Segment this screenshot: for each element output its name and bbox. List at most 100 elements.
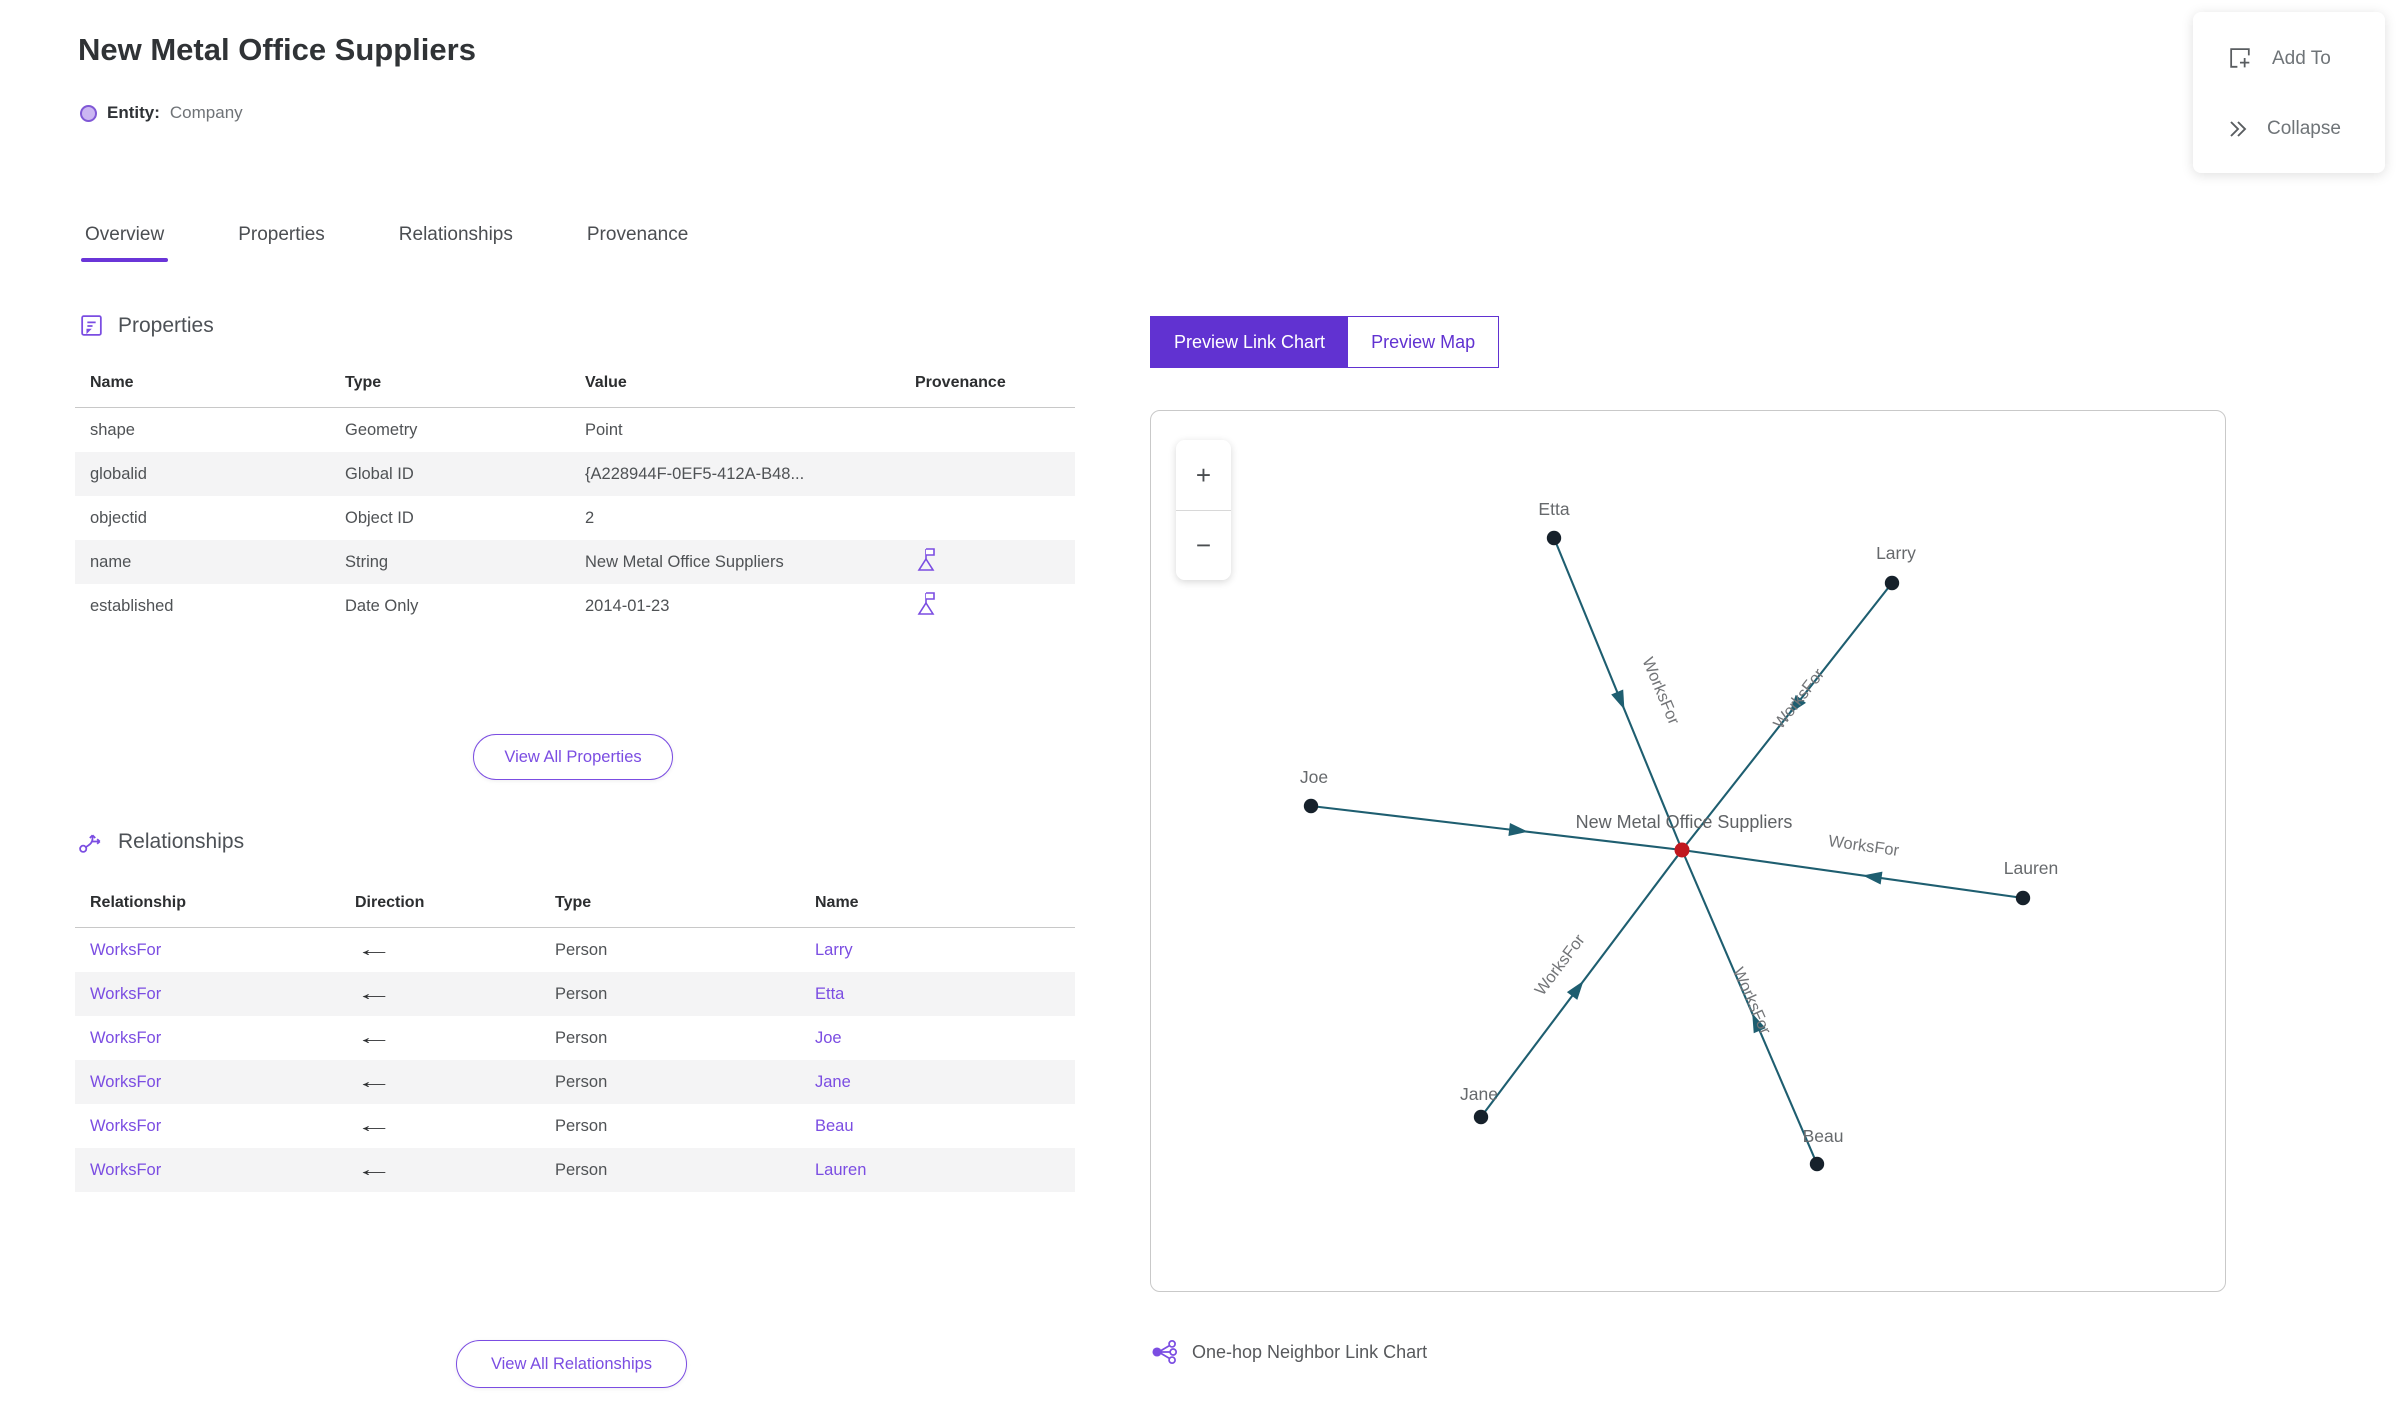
add-to-button[interactable]: Add To: [2193, 45, 2385, 72]
preview-toggle: Preview Link Chart Preview Map: [1150, 316, 1500, 368]
relationship-row-lauren: WorksFor ← Person Lauren: [75, 1148, 1075, 1192]
edge-label-worksfor: WorksFor: [1770, 665, 1828, 733]
relationship-link[interactable]: WorksFor: [90, 1160, 162, 1179]
property-value: 2: [585, 508, 595, 527]
tab-overview[interactable]: Overview: [80, 224, 169, 262]
relationship-type: Person: [555, 1072, 608, 1091]
relationship-type: Person: [555, 1116, 608, 1135]
graph-node-lauren[interactable]: [2015, 890, 2031, 906]
graph-node-label-etta: Etta: [1538, 499, 1569, 519]
graph-node-joe[interactable]: [1303, 798, 1319, 814]
property-type: Date Only: [345, 596, 419, 615]
related-entity-link[interactable]: Jane: [815, 1072, 851, 1091]
direction-arrow: ←: [355, 1026, 393, 1049]
entity-label: Entity:: [107, 103, 160, 122]
related-entity-link[interactable]: Lauren: [815, 1160, 867, 1179]
related-entity-link[interactable]: Beau: [815, 1116, 854, 1135]
property-name: established: [90, 596, 174, 615]
tab-properties[interactable]: Properties: [238, 224, 325, 245]
zoom-control: + −: [1176, 440, 1231, 580]
tab-relationships[interactable]: Relationships: [398, 224, 513, 245]
graph-node-label-center: New Metal Office Suppliers: [1576, 812, 1793, 832]
col-type: Type: [555, 893, 592, 911]
property-type: Global ID: [345, 464, 414, 483]
property-name: name: [90, 552, 132, 571]
zoom-in-button[interactable]: +: [1176, 440, 1231, 510]
graph-node-label-beau: Beau: [1803, 1126, 1844, 1146]
col-provenance: Provenance: [915, 373, 1006, 391]
graph-node-larry[interactable]: [1884, 575, 1900, 591]
entity-row: Entity: Company: [80, 103, 243, 123]
relationship-row-beau: WorksFor ← Person Beau: [75, 1104, 1075, 1148]
graph-node-beau[interactable]: [1809, 1156, 1825, 1172]
property-type: Geometry: [345, 420, 418, 439]
related-entity-link[interactable]: Larry: [815, 940, 853, 959]
col-name: Name: [90, 373, 134, 391]
property-value: Point: [585, 420, 623, 439]
collapse-label: Collapse: [2267, 118, 2341, 139]
col-value: Value: [585, 373, 627, 391]
tab-provenance[interactable]: Provenance: [586, 224, 689, 245]
graph-node-center[interactable]: [1674, 842, 1690, 858]
relationship-link[interactable]: WorksFor: [90, 1116, 162, 1135]
property-name: shape: [90, 420, 135, 439]
property-row-shape: shape Geometry Point: [75, 408, 1075, 452]
chart-caption-text: One-hop Neighbor Link Chart: [1192, 1341, 1428, 1362]
direction-arrow: ←: [355, 938, 393, 961]
entity-dot-icon: [80, 104, 97, 122]
relationship-link[interactable]: WorksFor: [90, 1072, 162, 1091]
relationship-link[interactable]: WorksFor: [90, 1028, 162, 1047]
add-to-label: Add To: [2272, 47, 2331, 69]
edge-beau-worksfor: [1681, 849, 1818, 1165]
property-value: {A228944F-0EF5-412A-B48...: [585, 464, 805, 483]
property-value: 2014-01-23: [585, 596, 670, 615]
relationship-row-jane: WorksFor ← Person Jane: [75, 1060, 1075, 1104]
edge-arrow-icon: [1611, 689, 1625, 710]
relationship-type: Person: [555, 1160, 608, 1179]
link-chart-panel: WorksFor WorksFor WorksFor WorksFor WorksFor…: [1150, 410, 2226, 1292]
property-row-globalid: globalid Global ID {A228944F-0EF5-412A-B48…: [75, 452, 1075, 496]
relationship-link[interactable]: WorksFor: [90, 984, 162, 1003]
flag-icon[interactable]: [915, 591, 939, 617]
property-name: objectid: [90, 508, 147, 527]
relationships-section-title: Relationships: [118, 829, 245, 853]
link-graph-icon: [79, 834, 101, 853]
relationship-row-larry: WorksFor ← Person Larry: [75, 928, 1075, 972]
relationships-table-header: Relationship Direction Type Name: [75, 878, 1075, 928]
relationships-section-heading: Relationships: [78, 828, 244, 855]
graph-node-label-larry: Larry: [1876, 543, 1916, 563]
direction-arrow: ←: [355, 1158, 393, 1181]
view-all-relationships-button[interactable]: View All Relationships: [456, 1340, 687, 1388]
relationship-type: Person: [555, 940, 608, 959]
related-entity-link[interactable]: Etta: [815, 984, 845, 1003]
graph-node-label-joe: Joe: [1300, 767, 1328, 787]
properties-section-title: Properties: [118, 313, 214, 337]
graph-node-jane[interactable]: [1473, 1109, 1489, 1125]
relationship-link[interactable]: WorksFor: [90, 940, 162, 959]
entity-type: Company: [169, 103, 243, 122]
edge-label-worksfor: WorksFor: [1827, 832, 1901, 860]
relationship-row-joe: WorksFor ← Person Joe: [75, 1016, 1075, 1060]
preview-map-button[interactable]: Preview Map: [1348, 317, 1499, 367]
graph-node-label-lauren: Lauren: [2004, 858, 2059, 878]
edge-larry-worksfor: [1681, 582, 1893, 851]
edge-label-worksfor: WorksFor: [1638, 655, 1683, 728]
graph-node-etta[interactable]: [1546, 530, 1562, 546]
collapse-button[interactable]: Collapse: [2193, 118, 2385, 140]
properties-table: Name Type Value Provenance shape Geometry…: [75, 358, 1075, 628]
edge-lauren-worksfor: [1681, 848, 2024, 900]
col-direction: Direction: [355, 893, 425, 911]
direction-arrow: ←: [355, 1114, 393, 1137]
related-entity-link[interactable]: Joe: [815, 1028, 842, 1047]
zoom-out-button[interactable]: −: [1176, 510, 1231, 580]
edge-joe-worksfor: [1310, 804, 1683, 852]
col-name: Name: [815, 893, 859, 911]
edge-arrow-icon: [1752, 1013, 1766, 1034]
tab-bar: Overview Properties Relationships Provenanc…: [80, 224, 762, 262]
view-all-properties-button[interactable]: View All Properties: [473, 734, 673, 780]
flag-icon[interactable]: [915, 547, 939, 573]
preview-link-chart-button[interactable]: Preview Link Chart: [1151, 317, 1349, 367]
property-value: New Metal Office Suppliers: [585, 552, 784, 571]
graph-node-label-jane: Jane: [1460, 1084, 1498, 1104]
